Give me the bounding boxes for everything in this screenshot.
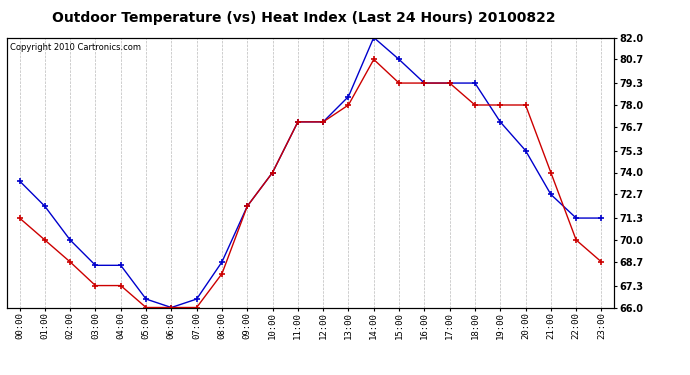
Text: Copyright 2010 Cartronics.com: Copyright 2010 Cartronics.com (10, 43, 141, 52)
Text: Outdoor Temperature (vs) Heat Index (Last 24 Hours) 20100822: Outdoor Temperature (vs) Heat Index (Las… (52, 11, 555, 25)
